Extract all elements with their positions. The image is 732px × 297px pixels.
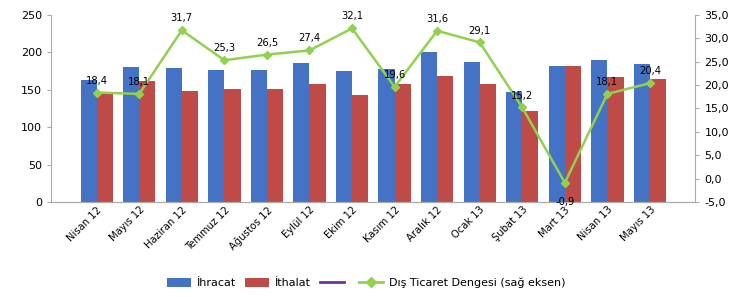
Text: -0,9: -0,9	[555, 197, 575, 207]
Bar	[97, 94, 113, 202]
Text: 19,6: 19,6	[384, 70, 406, 80]
Bar	[608, 77, 624, 202]
Bar	[165, 68, 182, 202]
Dış Ticaret Dengesi (sağ eksen)	[518, 106, 526, 109]
Text: 26,5: 26,5	[255, 38, 278, 48]
Bar	[634, 64, 650, 202]
Bar	[336, 71, 352, 202]
Bar	[182, 91, 198, 202]
Dış Ticaret Dengesi (sağ eksen)	[305, 49, 314, 52]
Bar	[479, 84, 496, 202]
Bar	[208, 70, 225, 202]
Text: 29,1: 29,1	[468, 26, 491, 36]
Bar	[251, 70, 267, 202]
Text: 18,4: 18,4	[86, 75, 108, 86]
Legend: İhracat, İthalat, , Dış Ticaret Dengesi (sağ eksen): İhracat, İthalat, , Dış Ticaret Dengesi …	[163, 274, 569, 291]
Bar	[352, 95, 368, 202]
Text: 25,3: 25,3	[213, 43, 236, 53]
Bar	[310, 84, 326, 202]
Bar	[225, 89, 241, 202]
Dış Ticaret Dengesi (sağ eksen)	[433, 29, 441, 33]
Bar	[294, 64, 310, 202]
Bar	[506, 92, 522, 202]
Bar	[139, 81, 155, 202]
Dış Ticaret Dengesi (sağ eksen)	[263, 53, 272, 56]
Dış Ticaret Dengesi (sağ eksen)	[348, 27, 356, 30]
Dış Ticaret Dengesi (sağ eksen)	[475, 41, 484, 44]
Text: 18,1: 18,1	[597, 77, 619, 87]
Dış Ticaret Dengesi (sağ eksen)	[220, 59, 229, 62]
Bar	[123, 67, 139, 202]
Dış Ticaret Dengesi (sağ eksen)	[92, 91, 101, 94]
Bar	[378, 69, 395, 202]
Line: Dış Ticaret Dengesi (sağ eksen): Dış Ticaret Dengesi (sağ eksen)	[94, 25, 653, 186]
Text: 20,4: 20,4	[639, 66, 661, 76]
Bar	[421, 52, 437, 202]
Text: 32,1: 32,1	[341, 12, 363, 21]
Dış Ticaret Dengesi (sağ eksen)	[390, 85, 399, 89]
Bar	[522, 111, 539, 202]
Bar	[565, 66, 581, 202]
Text: 31,6: 31,6	[426, 14, 448, 24]
Bar	[591, 60, 608, 202]
Dış Ticaret Dengesi (sağ eksen)	[603, 92, 612, 96]
Bar	[437, 76, 453, 202]
Bar	[463, 62, 479, 202]
Dış Ticaret Dengesi (sağ eksen)	[177, 29, 186, 32]
Dış Ticaret Dengesi (sağ eksen)	[135, 92, 143, 96]
Text: 27,4: 27,4	[299, 34, 321, 43]
Dış Ticaret Dengesi (sağ eksen)	[646, 81, 654, 85]
Text: 18,1: 18,1	[128, 77, 150, 87]
Bar	[267, 89, 283, 202]
Text: 15,2: 15,2	[511, 91, 534, 100]
Text: 31,7: 31,7	[171, 13, 193, 23]
Bar	[81, 80, 97, 202]
Bar	[395, 84, 411, 202]
Bar	[650, 79, 666, 202]
Bar	[549, 67, 565, 202]
Dış Ticaret Dengesi (sağ eksen)	[561, 181, 569, 184]
